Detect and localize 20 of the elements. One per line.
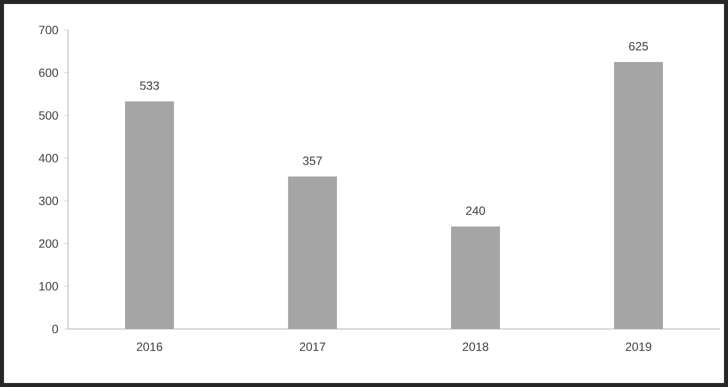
y-tick-label: 200: [39, 239, 58, 248]
y-tick-label: 100: [39, 282, 58, 291]
y-tick-label: 600: [39, 68, 58, 77]
data-label: 240: [466, 206, 486, 215]
data-label: 625: [629, 42, 648, 51]
y-tick-label: 300: [38, 196, 58, 206]
y-tick-label: 500: [39, 111, 58, 120]
y-tick-label: 700: [39, 26, 58, 34]
y-tick-label: 0: [52, 324, 58, 334]
x-tick-label: 2019: [626, 342, 652, 351]
x-tick-label: 2017: [300, 342, 326, 351]
bar: [614, 62, 663, 329]
bar: [125, 101, 174, 329]
x-tick-label: 2018: [462, 342, 488, 351]
y-tick-label: 400: [38, 154, 58, 162]
bar: [288, 176, 337, 329]
x-tick-label: 2016: [136, 342, 162, 351]
bar: [451, 226, 500, 329]
data-label: 533: [140, 81, 159, 90]
data-label: 357: [302, 156, 322, 165]
